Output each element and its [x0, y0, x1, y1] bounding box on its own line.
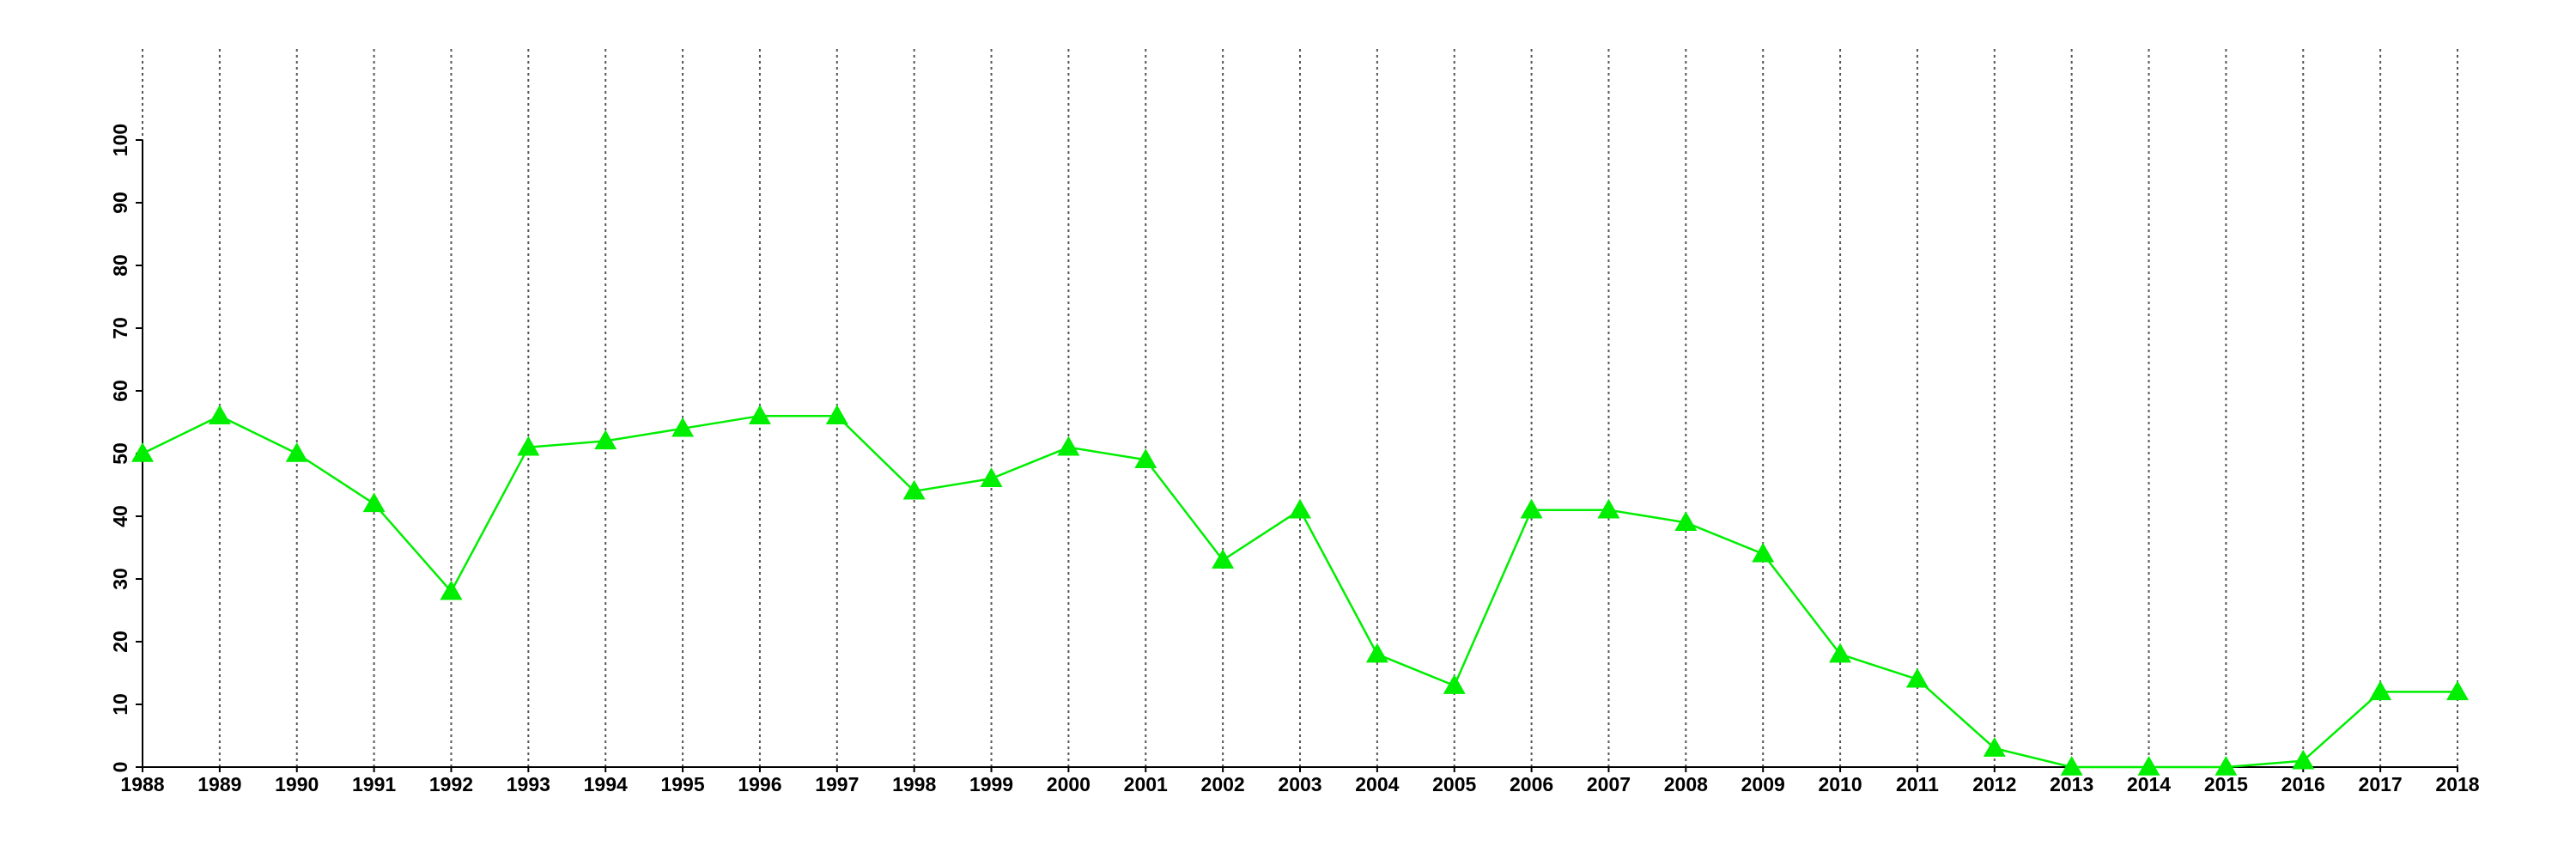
x-tick-label: 1989	[197, 773, 241, 795]
x-tick-label: 2017	[2359, 773, 2403, 795]
marker	[1905, 667, 1929, 688]
x-tick-label: 2002	[1201, 773, 1245, 795]
x-tick-label: 2009	[1741, 773, 1785, 795]
marker	[1520, 498, 1543, 519]
x-tick-label: 2015	[2204, 773, 2248, 795]
x-tick-label: 2013	[2050, 773, 2093, 795]
marker	[517, 436, 540, 456]
marker	[285, 442, 308, 462]
marker	[748, 405, 771, 424]
x-tick-label: 1997	[815, 773, 859, 795]
marker	[594, 430, 617, 450]
x-tick-label: 1999	[969, 773, 1013, 795]
y-tick-label: 100	[109, 124, 131, 156]
marker	[2369, 680, 2392, 701]
marker	[2446, 680, 2469, 701]
y-tick-label: 80	[109, 254, 131, 277]
marker	[1983, 737, 2006, 757]
marker	[825, 405, 848, 424]
y-tick-label: 60	[109, 380, 131, 402]
x-tick-label: 2006	[1510, 773, 1553, 795]
marker	[440, 580, 463, 600]
x-tick-label: 1988	[120, 773, 164, 795]
x-tick-label: 1996	[738, 773, 781, 795]
x-tick-label: 2014	[2127, 773, 2171, 795]
marker	[1212, 549, 1235, 569]
x-tick-label: 2003	[1278, 773, 1321, 795]
y-tick-label: 70	[109, 317, 131, 339]
x-tick-label: 2012	[1972, 773, 2016, 795]
y-tick-label: 20	[109, 631, 131, 653]
x-tick-label: 1994	[584, 773, 628, 795]
marker	[131, 442, 154, 462]
marker	[208, 405, 231, 424]
marker	[671, 417, 695, 437]
y-tick-label: 0	[109, 762, 131, 773]
x-tick-label: 2016	[2281, 773, 2325, 795]
marker	[1134, 448, 1157, 469]
x-tick-label: 2008	[1664, 773, 1708, 795]
x-tick-label: 2001	[1124, 773, 1168, 795]
x-tick-label: 2011	[1896, 773, 1939, 795]
x-tick-label: 1990	[275, 773, 319, 795]
marker	[2137, 756, 2160, 776]
y-tick-label: 40	[109, 505, 131, 527]
marker	[362, 492, 386, 513]
x-tick-label: 2018	[2435, 773, 2479, 795]
y-tick-label: 10	[109, 693, 131, 716]
x-tick-label: 1992	[429, 773, 473, 795]
marker	[902, 479, 926, 500]
x-tick-label: 2005	[1432, 773, 1476, 795]
x-tick-label: 2004	[1355, 773, 1399, 795]
y-tick-label: 90	[109, 192, 131, 214]
marker	[1597, 498, 1620, 519]
x-tick-label: 1995	[660, 773, 704, 795]
x-tick-label: 1991	[352, 773, 396, 795]
marker	[1674, 511, 1698, 532]
marker	[1365, 643, 1388, 663]
y-tick-label: 30	[109, 568, 131, 590]
marker	[1443, 674, 1466, 694]
marker	[2060, 756, 2083, 776]
marker	[2215, 756, 2238, 776]
marker	[980, 467, 1003, 487]
x-tick-label: 1993	[507, 773, 550, 795]
x-tick-label: 1998	[892, 773, 936, 795]
y-tick-label: 50	[109, 442, 131, 465]
x-tick-label: 2007	[1587, 773, 1631, 795]
marker	[1289, 498, 1311, 519]
marker	[1829, 643, 1852, 663]
x-tick-label: 2010	[1818, 773, 1862, 795]
marker	[1752, 542, 1775, 563]
marker	[2292, 749, 2315, 770]
x-tick-label: 2000	[1047, 773, 1091, 795]
marker	[1057, 436, 1080, 456]
